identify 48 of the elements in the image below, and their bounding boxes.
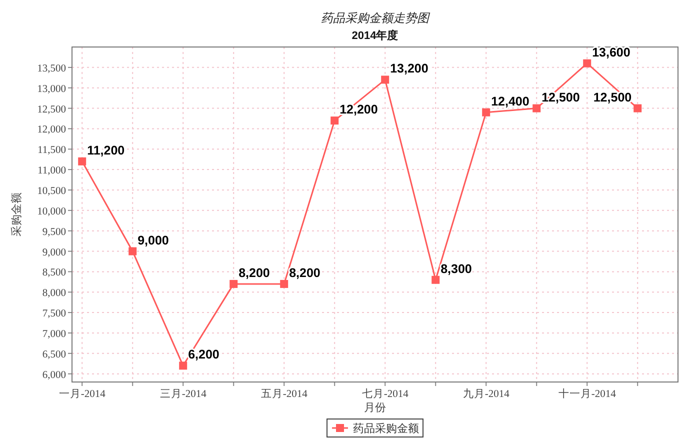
point [330,116,339,125]
y-tick-label: 9,500 [42,226,66,238]
y-tick-label: 12,500 [37,104,66,116]
y-tick-label: 8,500 [42,268,66,279]
y-tick-label: 10,000 [37,206,66,218]
data-label: 12,400 [491,94,530,108]
x-tick-label: 五月-2014 [260,388,308,400]
x-tick-label: 九月-2014 [462,387,510,400]
x-tick-label: 三月-2014 [160,388,208,400]
chart-title: 药品采购金额走势图 [321,11,431,25]
x-axis-title: 月份 [364,402,386,414]
point [381,76,390,84]
y-tick-label: 9,000 [42,247,66,258]
y-tick-label: 7,500 [42,308,66,320]
point [634,104,642,112]
y-tick-label: 12,000 [37,124,66,136]
x-tick-label: 十一月-2014 [558,387,617,400]
legend-label: 药品采购金额 [353,422,419,435]
data-label: 6,200 [188,348,220,362]
point [230,280,238,288]
chart-subtitle: 2014年度 [352,29,398,42]
data-label: 8,200 [238,266,270,280]
y-tick-label: 13,500 [37,63,66,74]
point [432,276,440,284]
data-label: 13,600 [592,45,630,60]
point [179,362,188,370]
data-label: 13,200 [390,62,428,76]
data-label: 11,200 [87,143,125,158]
y-tick-label: 6,500 [42,349,66,360]
data-label: 8,200 [289,266,320,280]
point [583,59,592,68]
y-tick-label: 11,000 [38,166,66,177]
y-axis-title: 采购金额 [10,192,23,236]
point [532,104,541,112]
x-tick-label: 一月-2014 [58,388,106,400]
point [482,108,490,116]
y-tick-label: 13,000 [37,84,66,95]
data-label: 9,000 [138,233,169,248]
x-tick-label: 七月-2014 [362,387,410,400]
data-label: 8,300 [440,262,472,276]
y-tick-label: 8,000 [42,288,66,300]
y-tick-label: 10,500 [37,186,66,197]
y-tick-label: 11,500 [38,145,66,156]
point [280,280,288,288]
y-tick-label: 7,000 [42,328,66,340]
y-tick-label: 6,000 [42,370,66,381]
point [128,247,137,256]
point [78,157,86,166]
